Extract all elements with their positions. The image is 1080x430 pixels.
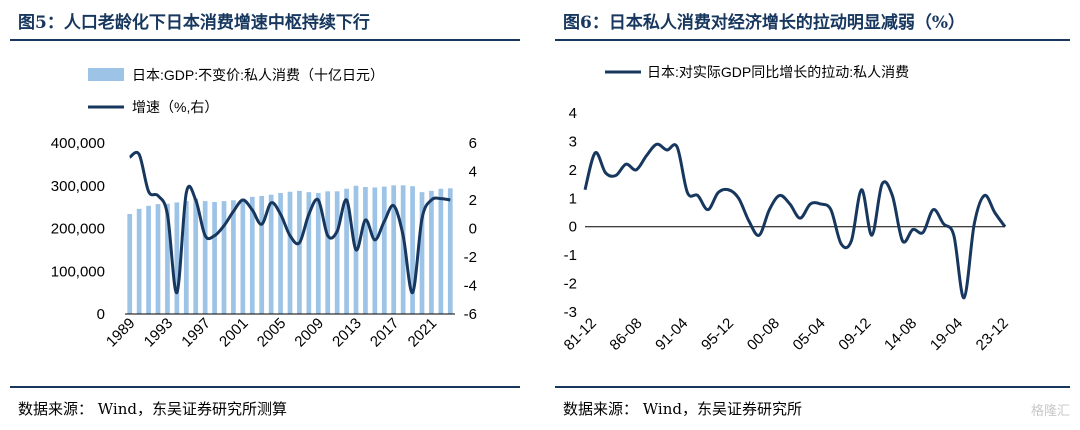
y-left-tick-label: 100,000 xyxy=(51,263,105,280)
x-tick-label: 1993 xyxy=(141,315,177,351)
x-tick-label: 09-12 xyxy=(835,315,874,354)
bar xyxy=(146,205,151,314)
contribution-line xyxy=(583,142,1007,300)
y-tick-label: 0 xyxy=(569,219,577,236)
bar xyxy=(212,201,217,314)
bar xyxy=(381,186,387,314)
x-tick-label: 2013 xyxy=(329,315,365,351)
x-tick-label: 2021 xyxy=(405,315,441,351)
x-tick-label: 05-04 xyxy=(790,315,829,354)
bar xyxy=(334,191,340,314)
bar xyxy=(231,200,236,314)
y-right-tick-label: 4 xyxy=(469,164,477,181)
bar xyxy=(410,186,415,314)
x-tick-label: 23-12 xyxy=(973,315,1012,354)
bar xyxy=(391,185,397,314)
figure-5-bottom-rule xyxy=(10,386,520,388)
y-tick-label: 3 xyxy=(569,133,577,150)
bar xyxy=(400,185,406,314)
x-tick-label: 1997 xyxy=(178,315,214,351)
bar xyxy=(155,204,161,314)
bar xyxy=(419,192,425,314)
y-left-tick-label: 400,000 xyxy=(51,135,105,152)
bar xyxy=(193,198,199,314)
y-left-tick-label: 300,000 xyxy=(51,178,105,195)
figure-5-source: 数据来源： Wind，东吴证券研究所测算 xyxy=(18,400,287,418)
bar xyxy=(438,188,444,314)
legend-label-growth: 增速（%,右） xyxy=(132,99,218,115)
x-tick-label: 86-08 xyxy=(606,315,645,354)
y-tick-label: 4 xyxy=(569,105,577,122)
x-tick-label: 1989 xyxy=(103,315,139,351)
y-tick-label: 2 xyxy=(569,162,577,179)
figure-5-panel: 图5：人口老龄化下日本消费增速中枢持续下行 日本:GDP:不变价:私人消费（十亿… xyxy=(0,0,530,430)
bar xyxy=(249,196,255,314)
x-tick-label: 2001 xyxy=(216,315,252,351)
y-right-tick-label: -4 xyxy=(464,278,477,295)
figure-5-chart: 日本:GDP:不变价:私人消费（十亿日元） 增速（%,右） 0 100,000 200,… xyxy=(51,67,477,351)
y-tick-label: -1 xyxy=(564,247,577,264)
y-left-tick-label: 200,000 xyxy=(51,221,105,238)
y-tick-label: -2 xyxy=(564,276,577,293)
y-right-tick-label: 6 xyxy=(469,135,477,152)
bar xyxy=(240,198,246,314)
bar xyxy=(325,191,331,314)
y-left-tick-label: 0 xyxy=(97,306,105,323)
x-tick-label: 2017 xyxy=(367,315,403,351)
bar xyxy=(429,190,434,314)
y-tick-label: -3 xyxy=(564,304,577,321)
x-tick-label: 00-08 xyxy=(744,315,783,354)
x-tick-label: 2005 xyxy=(254,315,290,351)
y-right-tick-label: 2 xyxy=(469,192,477,209)
bar xyxy=(278,193,283,314)
bar xyxy=(363,187,368,314)
y-right-tick-label: 0 xyxy=(469,221,477,238)
x-tick-label: 2009 xyxy=(291,315,327,351)
bar xyxy=(297,190,302,314)
bar xyxy=(202,201,208,314)
y-right-tick-label: -6 xyxy=(464,306,477,323)
figure-6-title: 图6：日本私人消费对经济增长的拉动明显减弱（%） xyxy=(563,13,965,33)
bar xyxy=(221,201,227,314)
x-tick-label: 91-04 xyxy=(652,315,691,354)
x-tick-label: 95-12 xyxy=(698,315,737,354)
figure-6-source: 数据来源： Wind，东吴证券研究所 xyxy=(563,400,802,418)
watermark-logo: 格隆汇 xyxy=(1030,404,1070,419)
bar xyxy=(174,202,180,314)
legend-label-contribution: 日本:对实际GDP同比增长的拉动:私人消费 xyxy=(647,64,909,80)
figure-6-top-rule xyxy=(555,39,1070,41)
bar xyxy=(287,191,293,314)
x-tick-label: 14-08 xyxy=(881,315,920,354)
bar xyxy=(259,196,265,314)
figure-6-panel: 图6：日本私人消费对经济增长的拉动明显减弱（%） 日本:对实际GDP同比增长的拉… xyxy=(545,0,1080,430)
bar xyxy=(306,192,312,314)
bar xyxy=(183,201,189,314)
x-tick-label: 19-04 xyxy=(927,315,966,354)
growth-line xyxy=(128,150,451,295)
bar xyxy=(127,213,133,314)
bar xyxy=(447,188,453,314)
y-tick-label: 1 xyxy=(569,190,577,207)
figure-5-top-rule xyxy=(10,39,520,41)
figure-6-bottom-rule xyxy=(555,386,1070,388)
bar xyxy=(344,188,349,314)
figure-5-title: 图5：人口老龄化下日本消费增速中枢持续下行 xyxy=(18,13,370,33)
bar xyxy=(165,203,170,314)
bar xyxy=(315,193,321,314)
bar xyxy=(268,194,274,314)
legend-swatch-consumption xyxy=(88,68,124,81)
bar xyxy=(372,187,378,314)
bar xyxy=(136,208,142,314)
legend-label-consumption: 日本:GDP:不变价:私人消费（十亿日元） xyxy=(132,67,384,83)
y-right-tick-label: -2 xyxy=(464,249,477,266)
